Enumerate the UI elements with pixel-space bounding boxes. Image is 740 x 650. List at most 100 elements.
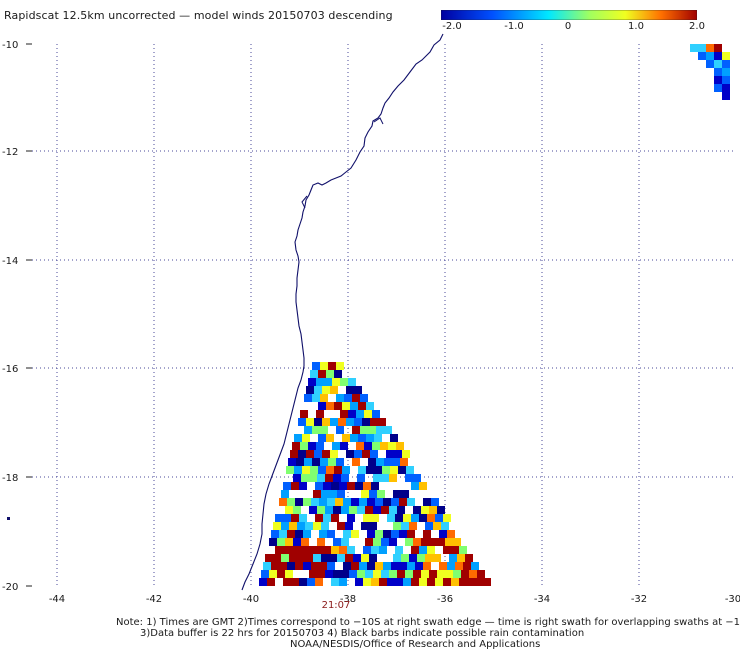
wind-cell	[407, 498, 415, 506]
wind-cell	[332, 378, 340, 386]
wind-cell	[399, 562, 407, 570]
wind-cell	[421, 538, 429, 546]
wind-cell	[352, 426, 360, 434]
wind-cell	[459, 578, 467, 586]
wind-cell	[359, 498, 367, 506]
wind-cell	[356, 410, 364, 418]
wind-cell	[371, 514, 379, 522]
wind-cell	[411, 546, 419, 554]
wind-cell	[391, 562, 399, 570]
wind-cell	[281, 490, 289, 498]
wind-cell	[303, 498, 311, 506]
wind-cell	[287, 530, 295, 538]
wind-cell	[309, 570, 317, 578]
wind-cell	[398, 466, 406, 474]
colorbar-label-pos1: 1.0	[628, 21, 644, 32]
wind-cell	[297, 554, 305, 562]
wind-cell	[379, 546, 387, 554]
wind-cell	[399, 498, 407, 506]
wind-cell	[358, 434, 366, 442]
wind-cell	[340, 378, 348, 386]
wind-cell	[299, 514, 307, 522]
lon-label-34: -34	[534, 594, 550, 605]
wind-cell	[380, 442, 388, 450]
wind-cell	[453, 538, 461, 546]
wind-cell	[327, 498, 335, 506]
wind-cell	[346, 418, 354, 426]
wind-cell	[722, 60, 730, 68]
wind-cell	[293, 474, 301, 482]
wind-cell	[419, 514, 427, 522]
wind-cell	[346, 450, 354, 458]
wind-cell	[341, 538, 349, 546]
wind-cell	[371, 482, 379, 490]
wind-cell	[423, 498, 431, 506]
wind-cell	[393, 522, 401, 530]
wind-cell	[339, 546, 347, 554]
wind-cell	[326, 466, 334, 474]
color-scale-bar	[441, 10, 697, 20]
wind-cell	[291, 514, 299, 522]
wind-cell	[364, 442, 372, 450]
wind-cell	[361, 490, 369, 498]
wind-cell	[374, 434, 382, 442]
wind-cell	[357, 506, 365, 514]
wind-cell	[447, 562, 455, 570]
wind-cell	[427, 514, 435, 522]
wind-cell	[285, 570, 293, 578]
wind-cell	[317, 570, 325, 578]
wind-cell	[361, 522, 369, 530]
wind-cell	[445, 538, 453, 546]
wind-cell	[322, 418, 330, 426]
wind-cell	[403, 578, 411, 586]
wind-cell	[321, 522, 329, 530]
wind-cell	[331, 578, 339, 586]
wind-cell	[327, 562, 335, 570]
wind-cell	[314, 450, 322, 458]
wind-cell	[471, 562, 479, 570]
wind-cell	[313, 490, 321, 498]
wind-cell	[302, 466, 310, 474]
wind-cell	[352, 394, 360, 402]
coastline	[241, 33, 444, 591]
wind-cell	[334, 370, 342, 378]
wind-cell	[365, 570, 373, 578]
wind-cell	[374, 466, 382, 474]
wind-cell	[469, 570, 477, 578]
lon-label-38: -38	[340, 594, 356, 605]
wind-cell	[269, 538, 277, 546]
wind-cell	[342, 434, 350, 442]
wind-cell	[275, 514, 283, 522]
wind-cell	[388, 442, 396, 450]
wind-cell	[271, 562, 279, 570]
wind-cell	[334, 402, 342, 410]
wind-cell	[394, 450, 402, 458]
wind-cell	[291, 546, 299, 554]
wind-cell	[330, 418, 338, 426]
wind-cell	[337, 554, 345, 562]
wind-cell	[299, 546, 307, 554]
wind-cell	[317, 538, 325, 546]
wind-cell	[317, 474, 325, 482]
wind-cell	[363, 514, 371, 522]
wind-cell	[312, 458, 320, 466]
wind-cell	[323, 514, 331, 522]
wind-cell	[348, 410, 356, 418]
wind-cell	[294, 434, 302, 442]
wind-cell	[376, 426, 384, 434]
wind-cell	[318, 402, 326, 410]
wind-cell	[429, 506, 437, 514]
wind-cell	[345, 554, 353, 562]
wind-cell	[323, 482, 331, 490]
footer-note-3: NOAA/NESDIS/Office of Research and Appli…	[290, 639, 541, 650]
wind-cell	[371, 546, 379, 554]
wind-cell	[400, 458, 408, 466]
wind-cell	[425, 554, 433, 562]
wind-cell	[343, 562, 351, 570]
wind-cell	[381, 570, 389, 578]
wind-cell	[369, 522, 377, 530]
wind-cell	[375, 562, 383, 570]
wind-cell	[433, 522, 441, 530]
wind-cell	[336, 394, 344, 402]
wind-cell	[343, 530, 351, 538]
